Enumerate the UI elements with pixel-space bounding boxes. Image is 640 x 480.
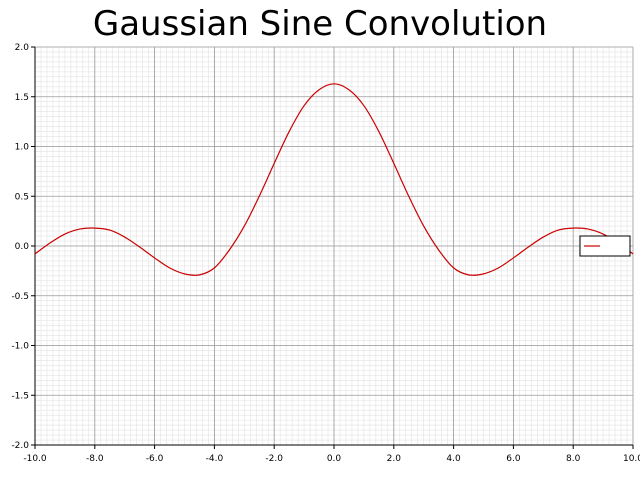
axes — [31, 46, 634, 449]
x-tick-label: 10.0 — [623, 454, 640, 464]
x-tick-label: 8.0 — [566, 454, 581, 464]
tick-labels: -10.0 -8.0 -6.0 -4.0 -2.0 0.0 2.0 4.0 6.0 8.0 10.0… — [11, 43, 640, 464]
x-tick-label: 0.0 — [327, 454, 342, 464]
legend-box — [579, 235, 631, 257]
x-tick-label: -10.0 — [23, 454, 47, 464]
x-tick-label: -8.0 — [86, 454, 104, 464]
y-tick-label: -1.0 — [11, 342, 29, 352]
y-tick-label: 1.5 — [15, 93, 29, 103]
y-tick-label: -1.5 — [11, 391, 29, 401]
x-tick-label: -2.0 — [265, 454, 283, 464]
chart-title: Gaussian Sine Convolution — [92, 4, 548, 44]
y-tick-label: 1.0 — [15, 143, 30, 153]
y-tick-label: 2.0 — [15, 43, 30, 53]
x-tick-label: -6.0 — [146, 454, 164, 464]
y-tick-label: 0.5 — [15, 192, 29, 202]
y-tick-label: 0.0 — [15, 242, 30, 252]
x-tick-label: 4.0 — [446, 454, 461, 464]
y-tick-label: -0.5 — [11, 292, 29, 302]
x-tick-label: 2.0 — [387, 454, 402, 464]
x-tick-label: 6.0 — [506, 454, 521, 464]
series-group — [34, 83, 634, 276]
y-tick-label: -2.0 — [11, 441, 29, 451]
series-line-0 — [34, 83, 634, 276]
legend — [579, 235, 631, 257]
x-tick-label: -4.0 — [206, 454, 224, 464]
